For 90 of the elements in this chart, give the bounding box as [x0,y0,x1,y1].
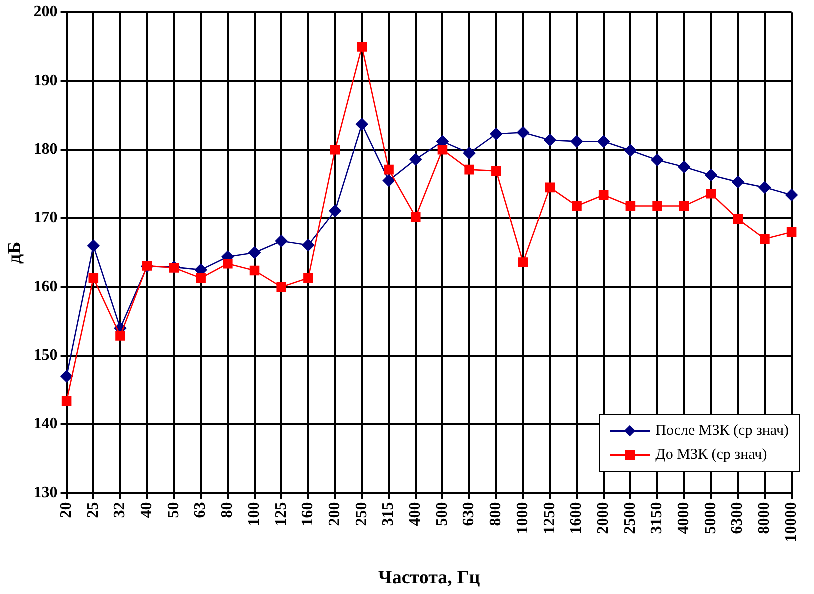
point [518,258,528,268]
point [651,154,664,166]
point [357,42,368,52]
point [732,176,744,188]
point [705,169,718,182]
x-tick-label: 3150 [648,502,666,534]
y-tick-label: 170 [34,210,58,227]
x-tick-label: 5000 [702,502,720,534]
point [490,128,503,140]
x-tick-label: 1250 [541,502,558,534]
x-tick-label: 400 [407,502,424,526]
point [678,160,691,174]
x-tick-label: 32 [112,502,129,518]
point [196,273,206,284]
y-axis-title: дБ [4,242,26,264]
x-tick-label: 2000 [594,502,612,534]
y-tick-label: 180 [34,141,58,158]
point [250,266,260,276]
point [706,188,716,199]
point [410,153,422,166]
point [517,126,530,139]
point [733,214,743,224]
x-tick-label: 500 [434,502,451,526]
x-tick-label: 1600 [568,502,586,534]
y-tick-label: 190 [34,72,58,90]
point [545,182,556,193]
point [464,164,474,175]
x-tick-label: 8000 [756,502,774,534]
x-tick-label: 10000 [782,502,800,542]
x-tick-label: 160 [300,502,317,526]
point [786,227,797,238]
point [544,134,556,146]
point [142,261,152,271]
x-tick-label: 20 [58,502,75,518]
point [492,166,502,176]
point [384,164,394,175]
point [304,273,314,284]
x-tick-label: 100 [246,502,263,526]
point [786,189,798,202]
point [652,201,662,212]
point [62,396,72,406]
x-tick-label: 800 [488,502,505,526]
legend-label: До МЗК (ср знач) [656,446,768,464]
point [598,136,610,148]
point [275,235,288,248]
x-tick-label: 40 [138,502,156,518]
point [624,144,637,157]
point [680,201,690,212]
y-tick-label: 140 [34,416,58,433]
point [758,182,772,194]
point [60,370,73,383]
x-tick-label: 25 [84,502,102,518]
x-tick-label: 63 [192,502,210,518]
point [330,145,340,155]
point [382,174,396,187]
y-tick-label: 150 [34,347,58,364]
y-tick-label: 160 [34,278,58,296]
point [438,145,448,155]
x-tick-label: 50 [165,502,182,518]
point [116,331,126,341]
x-tick-label: 315 [380,502,398,526]
point [410,212,421,222]
x-tick-label: 1000 [514,502,532,534]
point [760,234,770,244]
y-tick-label: 200 [34,4,58,21]
x-tick-label: 80 [219,502,236,518]
legend-label: После МЗК (ср знач) [656,422,789,440]
point [88,273,99,284]
point [626,201,636,212]
point [276,282,287,292]
point [356,118,368,131]
point [88,240,100,252]
x-tick-label: 630 [460,502,478,526]
point [302,239,315,252]
point [598,190,609,200]
point [223,258,233,269]
point [570,136,584,148]
x-axis-title: Частота, Гц [378,568,480,589]
x-tick-label: 250 [353,502,370,526]
point [572,201,582,212]
x-tick-label: 2500 [622,502,639,534]
point [169,263,180,273]
x-tick-label: 200 [326,502,344,526]
x-tick-label: 4000 [676,502,693,534]
point [329,204,342,218]
x-tick-label: 6300 [729,502,746,534]
point [248,246,261,260]
point [463,147,476,160]
y-tick-label: 130 [34,484,58,502]
x-tick-label: 125 [272,502,290,526]
